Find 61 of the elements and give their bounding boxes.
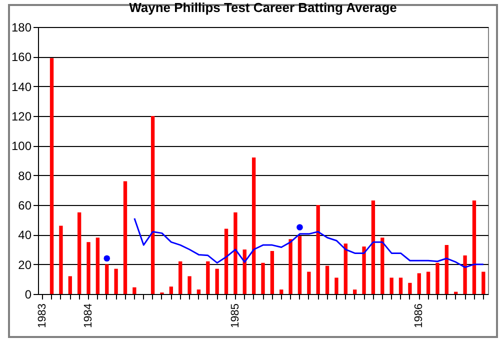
bar [169, 286, 173, 294]
bar [261, 262, 265, 294]
line-series [134, 218, 484, 268]
bar [68, 276, 72, 294]
bar [325, 266, 330, 294]
bar [280, 290, 284, 294]
bar [224, 228, 228, 294]
bar [59, 226, 63, 294]
bar [408, 282, 412, 294]
bar [334, 278, 338, 294]
bar [114, 268, 118, 294]
bar [444, 245, 449, 294]
bar [150, 116, 155, 294]
bar [77, 212, 82, 294]
y-tick-label: 80 [18, 168, 32, 183]
y-tick-label: 20 [18, 258, 32, 272]
bar [307, 272, 311, 294]
bar [371, 200, 376, 294]
bar [298, 236, 302, 294]
x-tick-label: 1984 [82, 304, 95, 328]
bar [178, 261, 182, 294]
bar [270, 250, 274, 294]
y-tick-label: 0 [24, 288, 32, 302]
bar [463, 255, 467, 294]
bar [234, 212, 238, 294]
bar [344, 244, 348, 294]
bar [353, 290, 357, 294]
bar [188, 276, 192, 294]
bar [417, 273, 421, 294]
bar [362, 246, 366, 294]
x-tick-label: 1983 [36, 304, 49, 328]
bar [196, 290, 201, 294]
bar [390, 278, 394, 294]
bar [426, 272, 430, 294]
bar [86, 242, 90, 294]
bar [472, 200, 476, 294]
bar [482, 272, 486, 294]
bar [380, 238, 384, 294]
y-tick-label: 40 [18, 228, 32, 242]
chart-title: Wayne Phillips Test Career Batting Average [129, 0, 397, 15]
y-tick-label: 100 [11, 139, 32, 154]
y-tick-label: 60 [18, 198, 32, 212]
y-tick-label: 180 [11, 20, 32, 34]
bar [96, 238, 100, 294]
bar [436, 262, 440, 294]
bar [206, 261, 210, 294]
bar [242, 250, 246, 294]
y-tick-label: 140 [11, 80, 32, 94]
bar [50, 58, 54, 294]
bar [288, 239, 292, 294]
bar [215, 268, 219, 294]
bar [105, 264, 109, 294]
bar [398, 278, 403, 294]
bar [123, 181, 128, 294]
bar [252, 158, 256, 294]
x-tick-label: 1985 [229, 304, 242, 328]
bar [132, 287, 136, 294]
y-tick-label: 160 [11, 50, 32, 64]
bar [316, 205, 320, 294]
x-tick-label: 1986 [413, 304, 426, 328]
y-tick-label: 120 [11, 110, 32, 124]
